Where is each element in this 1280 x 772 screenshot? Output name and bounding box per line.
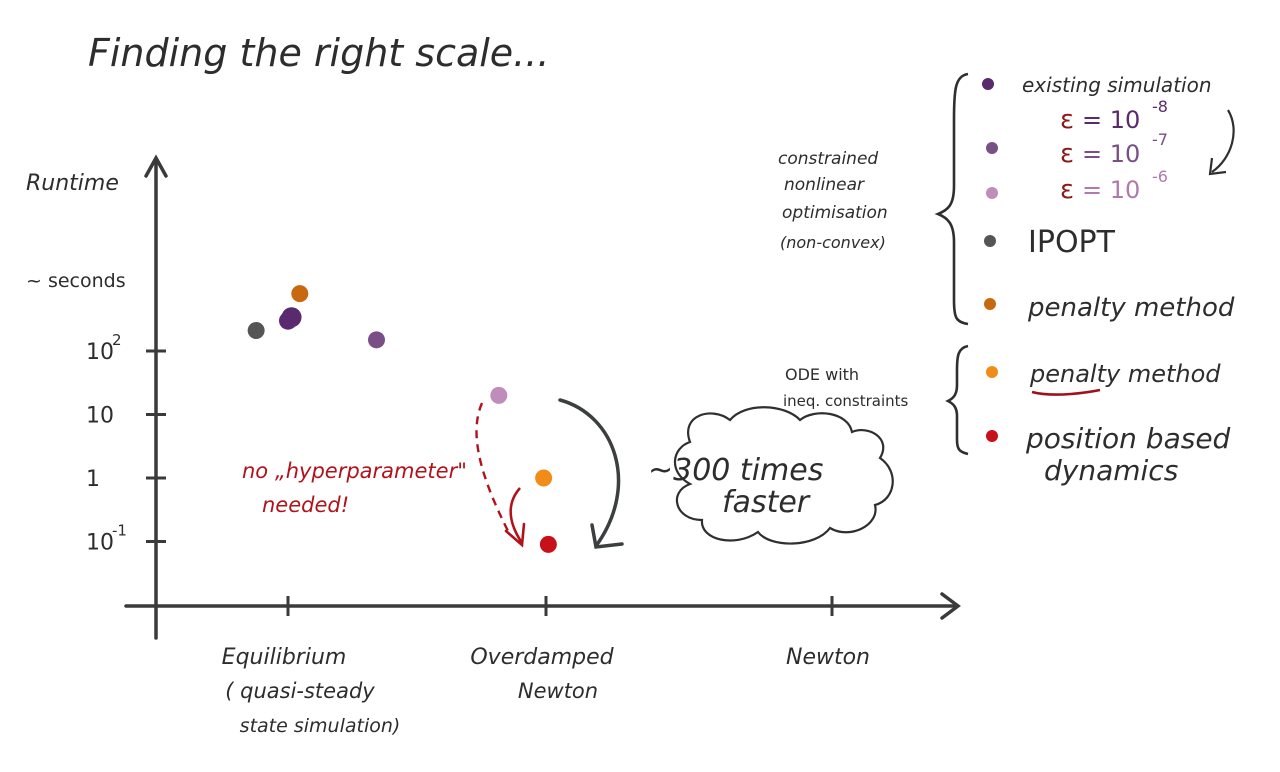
legend-label-penalty-opt: penalty method xyxy=(1027,293,1235,323)
speedup-text-line1: ~300 times xyxy=(648,453,823,488)
x-axis-arrow xyxy=(940,592,961,620)
data-point xyxy=(490,386,508,404)
x-ticks: Equilibrium ( quasi-steady state simulatio… xyxy=(222,596,870,737)
speedup-cloud xyxy=(673,406,894,545)
legend-eps-bracket-arrowhead xyxy=(1208,157,1227,176)
hyperparameter-solid-arrow xyxy=(509,487,524,544)
legend-group2-line2: ineq. constraints xyxy=(783,392,909,410)
legend-group2-line1: ODE with xyxy=(785,365,859,384)
speedup-arrow-head xyxy=(590,523,624,549)
speedup-arrow xyxy=(558,398,621,548)
legend-label-pbd-line1: position based xyxy=(1025,422,1231,455)
hyperparameter-arrow-head xyxy=(504,522,526,548)
data-point xyxy=(535,469,553,487)
legend-group1-line4: (non-convex) xyxy=(780,233,886,252)
legend-eps-bracket-arrow xyxy=(1211,109,1235,173)
legend-marker-penalty-opt xyxy=(984,298,996,310)
data-point xyxy=(247,322,265,340)
y-tick-label-exponent: 2 xyxy=(112,331,122,349)
y-tick-label: 10 xyxy=(86,404,114,429)
y-tick-label: 10 xyxy=(86,340,114,365)
legend-label-pbd-line2: dynamics xyxy=(1044,454,1178,487)
data-point xyxy=(539,535,557,553)
legend-marker-penalty-ode xyxy=(986,366,998,378)
legend-marker-ipopt xyxy=(984,235,996,247)
y-axis-arrow xyxy=(144,154,168,178)
y-tick-label-exponent: -1 xyxy=(112,522,127,540)
legend-brace-group1 xyxy=(934,72,969,326)
legend-eps6-eq: = 10 xyxy=(1082,176,1140,204)
data-point xyxy=(291,285,309,303)
legend-eps8-eq: = 10 xyxy=(1082,106,1140,134)
x-tick-label: Equilibrium xyxy=(222,645,347,670)
legend-eps8-exp: -8 xyxy=(1152,97,1168,116)
hyperparameter-text-line1: no „hyperparameter" xyxy=(242,459,467,483)
y-axis-unit: ~ seconds xyxy=(26,270,126,292)
legend-eps7-symbol: ε xyxy=(1060,139,1074,169)
x-tick-label: Newton xyxy=(786,645,870,670)
x-tick-sublabel: Newton xyxy=(518,679,598,703)
hyperparameter-dashed-arrow xyxy=(475,402,512,536)
data-point xyxy=(279,311,297,330)
y-tick-label: 10 xyxy=(86,531,114,556)
x-tick-sublabel: ( quasi-steady xyxy=(225,679,375,703)
y-axis-label: Runtime xyxy=(26,171,119,196)
legend-brace-group2 xyxy=(945,344,969,456)
data-points xyxy=(247,285,557,553)
legend-label-existing: existing simulation xyxy=(1022,73,1212,97)
legend-group1-line1: constrained xyxy=(778,149,878,169)
legend-eps8-symbol: ε xyxy=(1060,105,1074,135)
legend-marker-existing xyxy=(982,78,994,90)
legend-marker-eps7 xyxy=(986,142,998,154)
speedup-text-line2: faster xyxy=(722,485,811,520)
legend-label-ipopt: IPOPT xyxy=(1028,225,1116,260)
legend-eps6-exp: -6 xyxy=(1152,167,1168,186)
x-tick-sublabel: state simulation) xyxy=(240,715,401,737)
legend-marker-eps6 xyxy=(986,187,998,199)
hyperparameter-text-line2: needed! xyxy=(262,493,349,517)
legend-group1-line3: optimisation xyxy=(782,203,888,223)
legend-group1-line2: nonlinear xyxy=(784,175,865,195)
legend-marker-pbd xyxy=(986,430,998,442)
legend-label-penalty-ode: penalty method xyxy=(1029,360,1221,388)
axes xyxy=(124,154,961,640)
legend-eps7-eq: = 10 xyxy=(1082,140,1140,168)
legend: constrained nonlinear optimisation (non-… xyxy=(778,72,1235,487)
chart-title: Finding the right scale... xyxy=(88,31,549,75)
legend-underline-penalty-ode xyxy=(1031,388,1101,396)
x-tick-label: Overdamped xyxy=(470,645,614,670)
legend-eps7-exp: -7 xyxy=(1152,130,1168,149)
legend-eps6-symbol: ε xyxy=(1060,175,1074,205)
hyperparameter-annotation: no „hyperparameter" needed! xyxy=(242,459,467,517)
y-tick-label: 1 xyxy=(86,467,100,492)
data-point xyxy=(368,331,385,349)
